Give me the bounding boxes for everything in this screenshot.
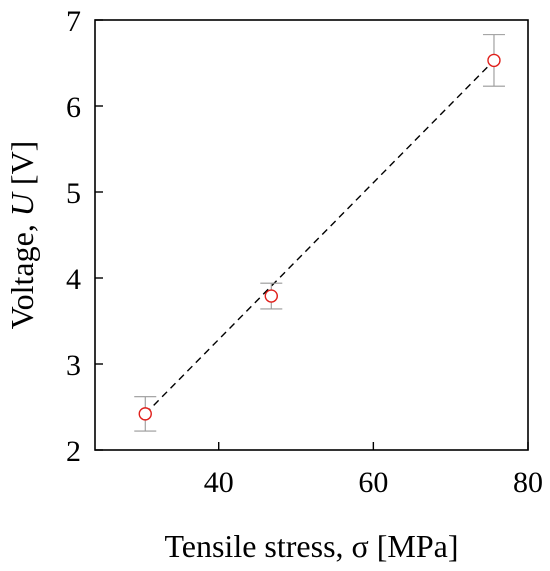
data-point <box>264 289 278 303</box>
y-tick-label: 3 <box>66 349 81 382</box>
y-tick-label: 2 <box>66 435 81 468</box>
y-axis-title: Voltage, U [V] <box>4 141 40 330</box>
y-axis-title-unit: [V] <box>4 141 40 193</box>
plot-area <box>134 34 505 432</box>
x-tick-label: 60 <box>358 466 388 499</box>
fit-line <box>144 59 495 415</box>
data-point <box>487 53 501 68</box>
plot-frame <box>94 19 529 451</box>
y-tick-label: 6 <box>66 91 81 124</box>
axes: 40 60 80 2 3 4 5 6 7 <box>66 5 543 499</box>
y-tick-label: 5 <box>66 177 81 210</box>
y-axis-title-prefix: Voltage, <box>4 216 40 329</box>
x-tick-label: 80 <box>513 466 543 499</box>
y-tick-label: 7 <box>66 5 81 38</box>
y-axis-title-variable: U <box>4 191 40 216</box>
x-tick-label: 40 <box>204 466 234 499</box>
data-point <box>138 407 152 421</box>
x-axis-title: Tensile stress, σ [MPa] <box>164 528 458 564</box>
y-tick-label: 4 <box>66 263 81 296</box>
